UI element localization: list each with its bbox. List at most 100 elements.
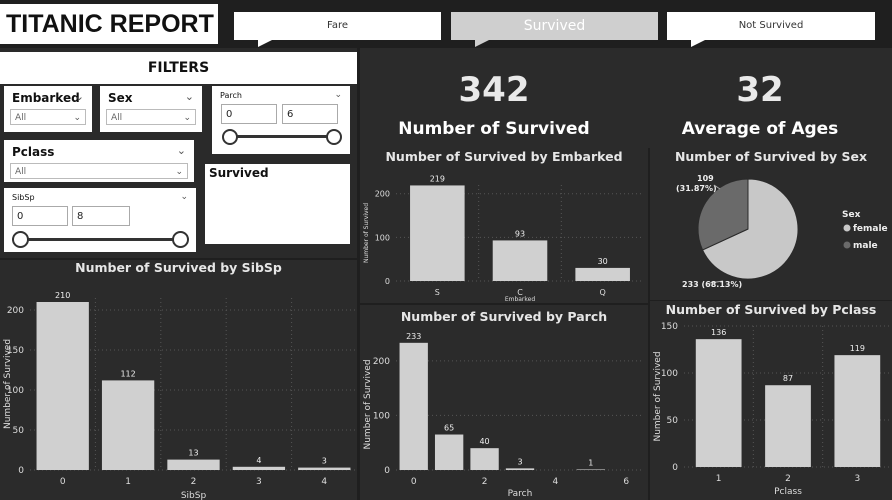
data-label: 3 [322,457,327,466]
parch-slider-min-handle[interactable] [222,129,238,145]
data-label: 65 [444,424,454,433]
bar [232,466,286,470]
sex-slicer[interactable]: Sex ⌄ All ⌄ [100,86,202,132]
y-tick-label: 0 [18,466,24,476]
nav-button-not-survived[interactable]: Not Survived [667,12,875,47]
pclass-chart-title: Number of Survived by Pclass [665,302,877,317]
y-tick-label: 0 [384,466,390,476]
x-tick-label: 6 [623,477,629,487]
x-tick-label: 2 [785,474,791,484]
chevron-down-icon[interactable]: ⌄ [180,192,188,202]
embarked-slicer-label: Embarked [12,91,80,105]
parch-max-input[interactable]: 6 [282,104,338,124]
data-label: 40 [479,437,489,446]
sibsp-chart-title: Number of Survived by SibSp [75,260,282,275]
data-label: 87 [783,374,793,383]
bar [834,355,881,467]
x-tick-label: Q [600,288,606,297]
bar [470,448,499,470]
bar [765,385,811,467]
sibsp-min-input[interactable]: 0 [12,206,68,226]
y-tick-label: 100 [373,411,390,421]
pclass-dropdown[interactable]: All ⌄ [10,163,188,179]
sibsp-slider-min-handle[interactable] [12,231,29,248]
x-tick-label: C [517,288,523,297]
embarked-bar-chart: 0 100 200 219 S 93 C 30 Q Embarked Number of Survi… [363,174,644,303]
legend-swatch-female [843,224,851,232]
parch-slicer[interactable]: Parch ⌄ 0 6 [212,86,350,154]
data-label: 4 [256,456,261,465]
x-axis-label: Embarked [505,296,536,303]
pie-label-male-pct: (31.87%) [676,184,717,193]
parch-min-input[interactable]: 0 [221,104,277,124]
x-tick-label: 4 [321,477,327,487]
y-tick-label: 200 [7,306,24,316]
chevron-down-icon[interactable]: ⌄ [74,90,84,103]
data-label: 3 [517,457,522,466]
parch-slider-track[interactable] [230,135,334,138]
pclass-slicer[interactable]: Pclass ⌄ All ⌄ [4,140,194,182]
sibsp-slider-track[interactable] [20,238,180,241]
sex-slicer-label: Sex [108,91,133,105]
y-axis-label: Number of Survived [653,351,663,441]
survived-slicer[interactable]: Survived [205,164,350,244]
kpi-age-label: Average of Ages [681,119,839,139]
sibsp-slider-max-handle[interactable] [172,231,189,248]
x-tick-label: 0 [60,477,66,487]
y-tick-label: 200 [375,190,390,199]
embarked-slicer[interactable]: Embarked ⌄ All ⌄ [4,86,92,132]
nav-button-survived[interactable]: Survived [451,12,658,47]
chevron-down-icon[interactable]: ⌄ [184,90,194,103]
sibsp-slicer-label: SibSp [12,193,35,202]
parch-slider-max-handle[interactable] [326,129,342,145]
chevron-down-icon[interactable]: ⌄ [176,144,186,157]
data-label: 112 [120,369,135,378]
x-tick-label: S [435,288,440,297]
sibsp-slicer[interactable]: SibSp ⌄ 0 8 [4,188,196,252]
bar [492,240,548,281]
x-tick-label: 1 [716,474,722,484]
chevron-down-icon: ⌄ [73,113,81,123]
nav-label-not-survived: Not Survived [738,20,804,31]
sibsp-bar-chart: 0 50 100 150 200 210 0 112 1 13 2 4 3 3 4 SibSp Number o… [3,291,357,500]
leader-line [713,184,721,190]
x-axis-label: SibSp [181,491,207,500]
filters-heading: FILTERS [0,52,357,84]
bar [575,267,630,281]
nav-button-fare[interactable]: Fare [234,12,441,47]
x-tick-label: 4 [553,477,559,487]
pie-slice-female [701,178,799,280]
report-title: TITANIC REPORT [0,4,218,44]
legend-label-female: female [853,224,888,234]
parch-slicer-label: Parch [220,91,242,100]
bar [505,468,535,470]
nav-label-survived: Survived [523,18,586,34]
x-axis-label: Pclass [774,487,802,497]
bar [434,434,464,470]
data-label: 219 [430,174,445,183]
data-label: 93 [515,229,525,238]
y-tick-label: 0 [385,277,390,286]
data-label: 30 [598,257,608,266]
survived-slicer-label: Survived [209,166,269,180]
pclass-dropdown-value: All [15,167,27,177]
bar [298,467,351,470]
data-label: 119 [850,344,865,353]
bar [576,469,606,470]
y-tick-label: 150 [7,346,24,356]
pclass-bar-chart: 0 50 100 150 136 1 87 2 119 3 Pclass Number of Surv… [653,322,892,497]
sex-chart-title: Number of Survived by Sex [674,149,868,164]
callout-tail [691,40,705,47]
embarked-dropdown[interactable]: All ⌄ [10,109,86,125]
pclass-slicer-label: Pclass [12,145,55,159]
sex-dropdown[interactable]: All ⌄ [106,109,196,125]
callout-tail [475,40,489,47]
sibsp-max-input[interactable]: 8 [72,206,130,226]
sex-dropdown-value: All [111,113,123,123]
x-tick-label: 3 [854,474,860,484]
kpi-survived-label: Number of Survived [398,119,590,139]
nav-label-fare: Fare [326,20,348,31]
kpi-age-value: 32 [736,70,784,110]
y-tick-label: 200 [373,357,390,367]
chevron-down-icon[interactable]: ⌄ [334,90,342,100]
